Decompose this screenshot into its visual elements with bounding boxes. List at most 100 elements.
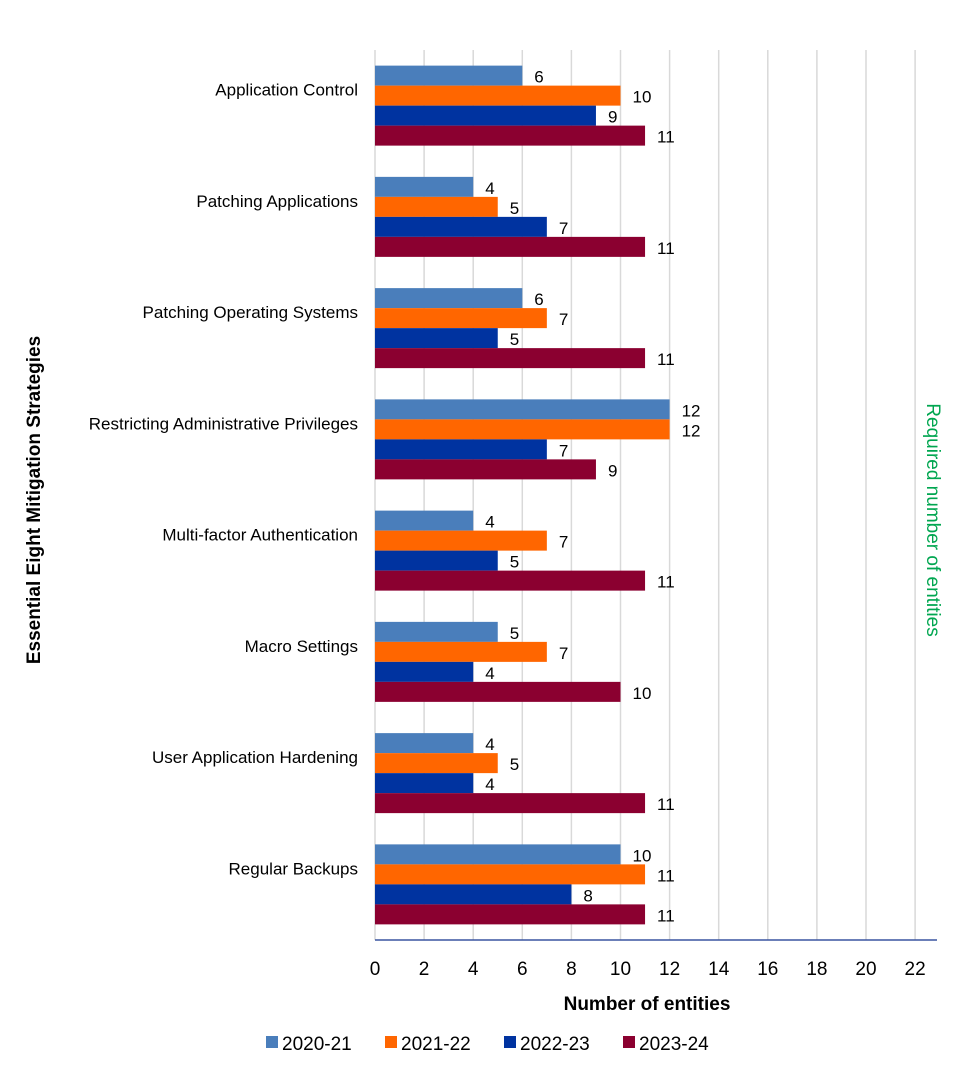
category-label: Restricting Administrative Privileges: [89, 414, 358, 433]
category-label: Application Control: [215, 81, 358, 100]
bar-application-control-2022-23: [375, 105, 596, 126]
data-label-patching-operating-systems-2021-22: 7: [559, 310, 568, 329]
bar-multi-factor-authentication-2021-22: [375, 530, 547, 551]
x-tick-label: 8: [566, 959, 577, 980]
bar-restricting-administrative-privileges-2020-21: [375, 399, 670, 420]
bar-user-application-hardening-2021-22: [375, 753, 498, 774]
category-label: Multi-factor Authentication: [162, 526, 358, 545]
data-label-macro-settings-2021-22: 7: [559, 644, 568, 663]
category-label: Patching Operating Systems: [143, 303, 358, 322]
bar-regular-backups-2022-23: [375, 884, 572, 905]
data-label-regular-backups-2020-21: 10: [633, 846, 652, 865]
bar-multi-factor-authentication-2023-24: [375, 570, 646, 591]
data-label-multi-factor-authentication-2020-21: 4: [485, 513, 494, 532]
x-tick-label: 4: [468, 959, 479, 980]
x-tick-label: 22: [905, 959, 926, 980]
legend-label-2020-21: 2020-21: [282, 1034, 352, 1055]
bar-macro-settings-2022-23: [375, 661, 474, 682]
x-tick-label: 14: [708, 959, 730, 980]
data-label-multi-factor-authentication-2022-23: 5: [510, 553, 519, 572]
x-tick-label: 0: [370, 959, 381, 980]
bar-restricting-administrative-privileges-2021-22: [375, 419, 670, 440]
bar-patching-operating-systems-2020-21: [375, 288, 523, 309]
data-label-restricting-administrative-privileges-2022-23: 7: [559, 441, 568, 460]
bar-patching-operating-systems-2023-24: [375, 348, 646, 369]
bar-application-control-2020-21: [375, 65, 523, 86]
data-label-user-application-hardening-2020-21: 4: [485, 735, 494, 754]
bar-application-control-2023-24: [375, 125, 646, 146]
legend-label-2023-24: 2023-24: [639, 1034, 709, 1055]
legend: 2020-21 2021-22 2022-23 2023-24: [266, 1034, 709, 1055]
x-tick-label: 18: [806, 959, 827, 980]
bar-application-control-2021-22: [375, 85, 621, 106]
data-label-macro-settings-2022-23: 4: [485, 664, 494, 683]
legend-swatch-2023-24: [623, 1036, 635, 1048]
bar-macro-settings-2020-21: [375, 621, 498, 642]
bar-patching-applications-2021-22: [375, 196, 498, 217]
bar-macro-settings-2021-22: [375, 641, 547, 662]
bar-regular-backups-2023-24: [375, 904, 646, 925]
data-label-regular-backups-2023-24: 11: [657, 906, 675, 925]
bar-regular-backups-2021-22: [375, 864, 646, 885]
bar-user-application-hardening-2022-23: [375, 773, 474, 794]
bars-group: [375, 65, 670, 925]
data-label-regular-backups-2022-23: 8: [583, 886, 592, 905]
data-label-patching-operating-systems-2023-24: 11: [657, 350, 675, 369]
data-labels-group: 6109114571167511121279475115741045411101…: [485, 68, 700, 926]
x-tick-label: 6: [517, 959, 528, 980]
data-label-application-control-2020-21: 6: [534, 68, 543, 87]
bar-patching-applications-2023-24: [375, 236, 646, 257]
category-label: Patching Applications: [196, 192, 358, 211]
data-label-patching-applications-2023-24: 11: [657, 239, 675, 258]
data-label-restricting-administrative-privileges-2020-21: 12: [682, 401, 701, 420]
bar-multi-factor-authentication-2022-23: [375, 550, 498, 571]
bar-user-application-hardening-2023-24: [375, 793, 646, 814]
x-axis-title: Number of entities: [564, 994, 731, 1015]
bar-patching-applications-2020-21: [375, 176, 474, 197]
category-labels-group: Application Control Patching Applications…: [89, 81, 358, 879]
x-tick-label: 16: [757, 959, 778, 980]
data-label-application-control-2023-24: 11: [657, 128, 675, 147]
legend-label-2021-22: 2021-22: [401, 1034, 471, 1055]
data-label-restricting-administrative-privileges-2021-22: 12: [682, 421, 701, 440]
bar-restricting-administrative-privileges-2022-23: [375, 439, 547, 460]
data-label-multi-factor-authentication-2023-24: 11: [657, 573, 675, 592]
bar-macro-settings-2023-24: [375, 681, 621, 702]
category-label: Macro Settings: [245, 637, 358, 656]
bar-restricting-administrative-privileges-2023-24: [375, 459, 596, 480]
data-label-patching-operating-systems-2020-21: 6: [534, 290, 543, 309]
bar-regular-backups-2020-21: [375, 844, 621, 865]
data-label-user-application-hardening-2022-23: 4: [485, 775, 494, 794]
category-label: Regular Backups: [229, 859, 358, 878]
x-tick-labels-group: 0 2 4 6 8 10 12 14 16 18 20 22: [370, 959, 926, 980]
bar-multi-factor-authentication-2020-21: [375, 510, 474, 531]
data-label-regular-backups-2021-22: 11: [657, 866, 675, 885]
data-label-restricting-administrative-privileges-2023-24: 9: [608, 461, 617, 480]
data-label-multi-factor-authentication-2021-22: 7: [559, 533, 568, 552]
data-label-macro-settings-2020-21: 5: [510, 624, 519, 643]
legend-label-2022-23: 2022-23: [520, 1034, 590, 1055]
data-label-patching-applications-2021-22: 5: [510, 199, 519, 218]
category-label: User Application Hardening: [152, 748, 358, 767]
bar-patching-operating-systems-2021-22: [375, 308, 547, 329]
required-entities-annotation: Required number of entities: [922, 403, 943, 636]
x-tick-label: 2: [419, 959, 430, 980]
data-label-patching-applications-2022-23: 7: [559, 219, 568, 238]
legend-swatch-2020-21: [266, 1036, 278, 1048]
x-tick-label: 10: [610, 959, 631, 980]
data-label-patching-operating-systems-2022-23: 5: [510, 330, 519, 349]
data-label-patching-applications-2020-21: 4: [485, 179, 494, 198]
data-label-user-application-hardening-2021-22: 5: [510, 755, 519, 774]
data-label-application-control-2021-22: 10: [633, 88, 652, 107]
y-axis-title: Essential Eight Mitigation Strategies: [24, 336, 45, 664]
bar-user-application-hardening-2020-21: [375, 733, 474, 754]
data-label-macro-settings-2023-24: 10: [633, 684, 652, 703]
data-label-user-application-hardening-2023-24: 11: [657, 795, 675, 814]
legend-swatch-2021-22: [385, 1036, 397, 1048]
data-label-application-control-2022-23: 9: [608, 108, 617, 127]
bar-patching-operating-systems-2022-23: [375, 328, 498, 349]
x-tick-label: 12: [659, 959, 680, 980]
bar-patching-applications-2022-23: [375, 216, 547, 237]
legend-swatch-2022-23: [504, 1036, 516, 1048]
